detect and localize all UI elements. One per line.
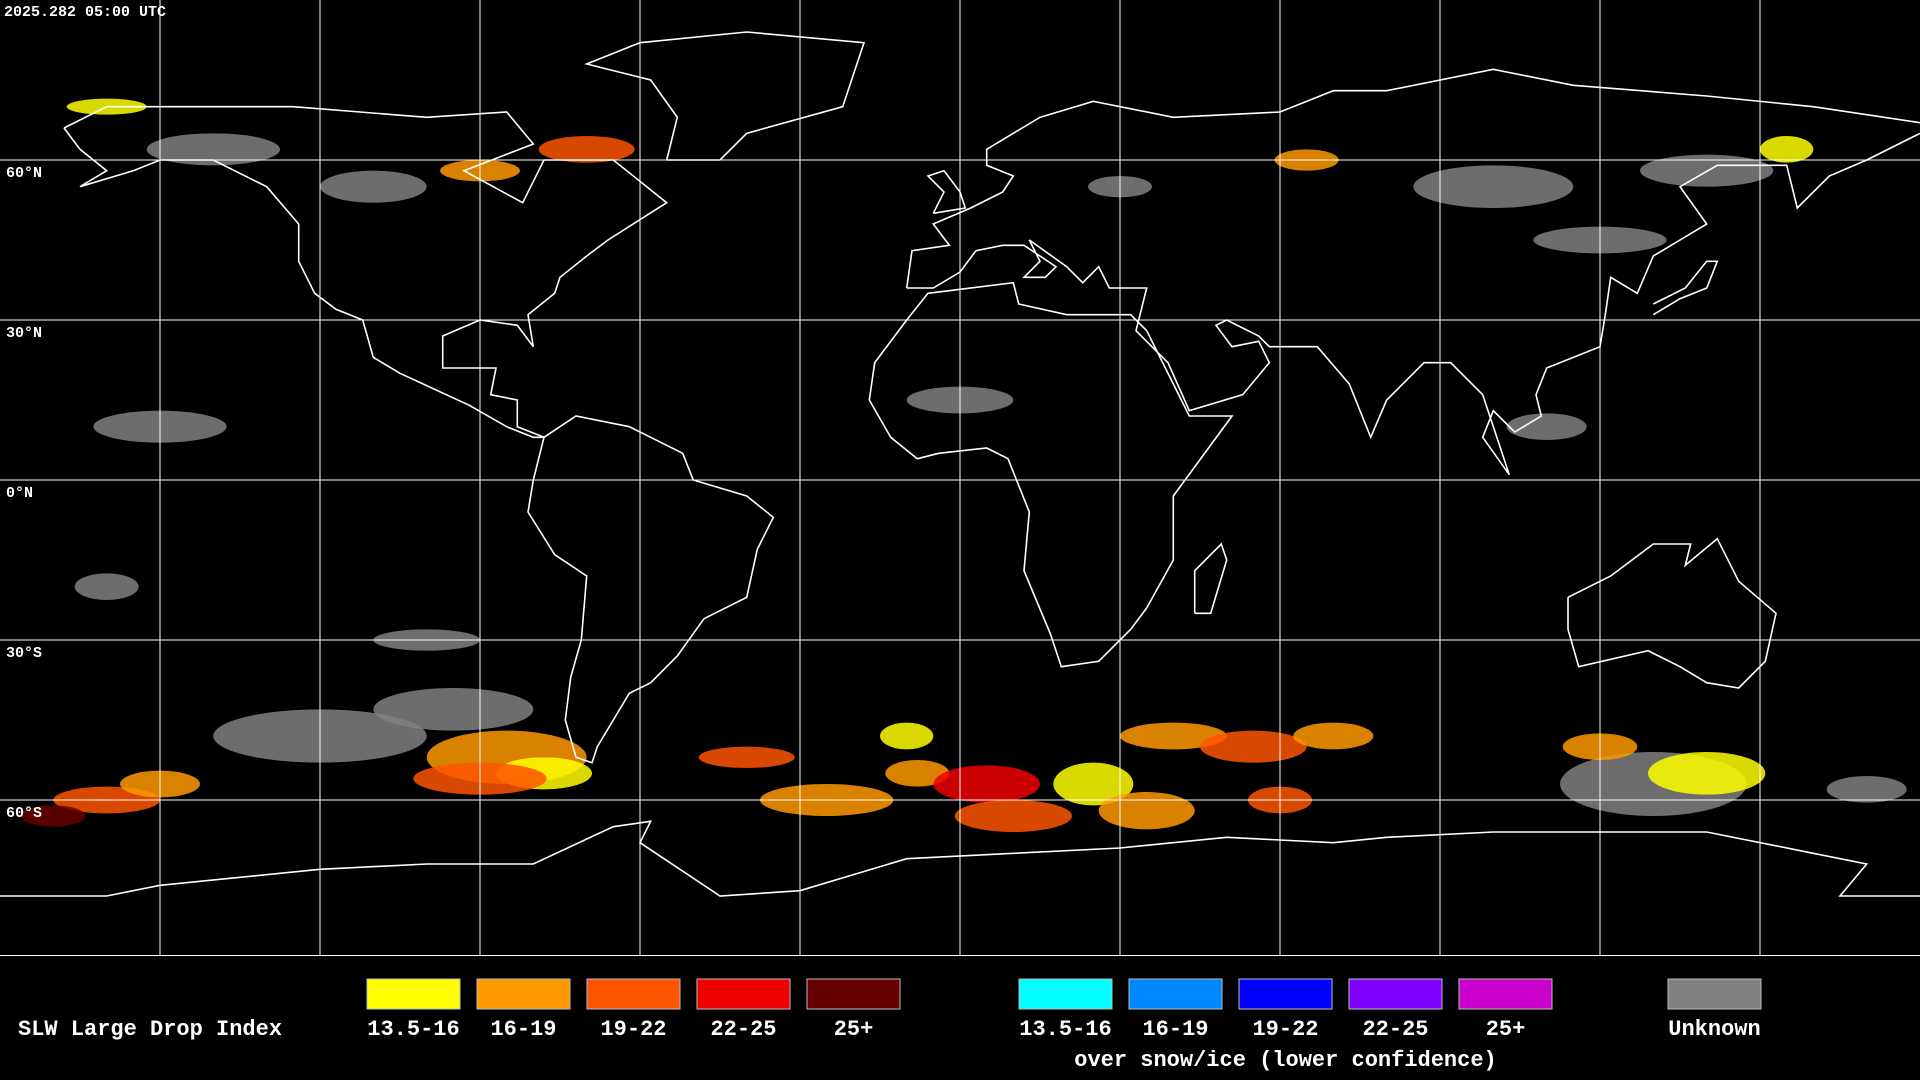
coastline [926, 169, 967, 215]
cloud-blob [1098, 792, 1195, 830]
legend-label: 19-22 [600, 1017, 666, 1042]
coastline [868, 281, 1234, 668]
legend-label: Unknown [1668, 1017, 1760, 1042]
cloud-blob [373, 688, 534, 731]
legend-swatch [1667, 978, 1762, 1010]
legend-swatch [1348, 978, 1443, 1010]
graticule [0, 0, 1920, 955]
cloud-blob [1826, 776, 1907, 803]
coastline [584, 31, 866, 161]
cloud-blob [933, 765, 1040, 803]
cloud-blob [1200, 730, 1307, 763]
legend-label: 25+ [1486, 1017, 1526, 1042]
timestamp: 2025.282 05:00 UTC [4, 4, 166, 21]
legend-swatch [586, 978, 681, 1010]
cloud-blob [1053, 762, 1134, 806]
cloud-blob [74, 573, 139, 601]
coastline [906, 132, 1920, 476]
cloud-blob [1120, 722, 1227, 750]
legend-label: 16-19 [490, 1017, 556, 1042]
legend-swatch [476, 978, 571, 1010]
legend-label: 19-22 [1252, 1017, 1318, 1042]
legend-label: 13.5-16 [367, 1017, 459, 1042]
cloud-blob [880, 722, 934, 750]
legend-title: SLW Large Drop Index [18, 1017, 282, 1042]
legend-swatch [1128, 978, 1223, 1010]
cloud-blob [21, 805, 86, 827]
latitude-label: 60°N [6, 165, 42, 182]
cloud-blob [698, 746, 795, 768]
legend-caption: over snow/ice (lower confidence) [1074, 1048, 1496, 1073]
cloud-blob [538, 136, 635, 163]
legend-label: 16-19 [1142, 1017, 1208, 1042]
cloud-blob [1506, 413, 1587, 440]
legend-label: 22-25 [1362, 1017, 1428, 1042]
cloud-blob [1413, 165, 1574, 209]
cloud-blob [1293, 722, 1374, 750]
legend-label: 25+ [834, 1017, 874, 1042]
coastline [63, 105, 669, 439]
cloud-blob [885, 760, 950, 787]
legend-label: 13.5-16 [1019, 1017, 1111, 1042]
cloud-blob [954, 800, 1072, 832]
coastline [1567, 537, 1777, 689]
cloud-blob [1648, 752, 1766, 795]
cloud-blob [1760, 136, 1814, 163]
legend: 13.5-16 16-19 19-22 22-25 25+ 13.5-16 16-19 19-… [366, 978, 1762, 1073]
legend-panel [0, 955, 1920, 1080]
cloud-blob [146, 133, 280, 166]
latitude-label: 30°S [6, 645, 42, 662]
legend-swatch [806, 978, 901, 1010]
legend-swatch [1238, 978, 1333, 1010]
coastline [905, 68, 1920, 289]
latitude-label: 60°S [6, 805, 42, 822]
legend-swatch [1018, 978, 1113, 1010]
cloud-blob [320, 170, 427, 203]
latitude-label: 0°N [6, 485, 33, 502]
latitude-label: 30°N [6, 325, 42, 342]
legend-swatch [696, 978, 791, 1010]
legend-swatch [1458, 978, 1553, 1010]
coastline [1193, 542, 1228, 615]
coastline [1652, 260, 1719, 316]
legend-swatch [366, 978, 461, 1010]
legend-label: 22-25 [710, 1017, 776, 1042]
